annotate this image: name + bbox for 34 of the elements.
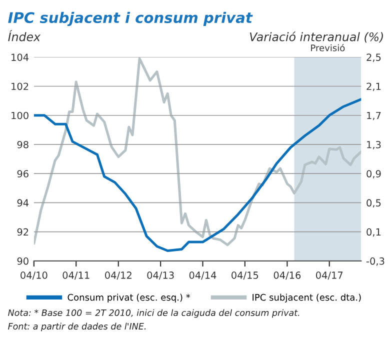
line-series [34,57,362,246]
band-label: Previsió [311,44,345,52]
y-tick-label: 92 [17,228,28,236]
y2-tick-label: 1,7 [367,112,381,120]
x-tick-label: 04/15 [232,272,258,280]
x-tick-label: 04/11 [62,272,90,280]
y2-tick-label: 1,3 [367,140,381,150]
x-tick-label: 04/14 [189,272,216,280]
x-tick-label: 04/12 [105,272,132,280]
y-tick-label: 90 [17,257,28,265]
y-tick-label: 98 [17,140,28,148]
y2-tick-label: 2,5 [366,54,381,62]
x-tick-label: 04/10 [20,272,48,280]
legend-label: IPC subjacent (esc. dta.) [252,294,361,302]
x-tick-label: 04/17 [316,272,343,280]
y2-tick-label: 0,1 [366,228,381,237]
line-series [34,98,362,252]
y-tick-label: 96 [17,170,28,178]
x-tick-label: 04/16 [274,272,301,280]
y-tick-label: 100 [12,112,28,120]
y-axis-title: Índex [8,30,41,42]
legend-label: Consum privat (esc. esq.) * [68,294,190,302]
y2-axis-title: Variació interanual (%) [250,32,383,43]
text: Nota: * Base 100 = 2T 2010, inici de la caiguda del consum privat. [8,309,300,318]
y-tick-label: 102 [12,82,28,90]
x-tick-label: 04/13 [147,272,174,280]
text: Font: a partir de dades de l'INE. [8,322,146,332]
y2-tick-label: -0,3 [366,257,384,266]
y2-tick-label: 0,5 [366,199,381,208]
chart-title: IPC subjacent i consum privat [8,12,253,26]
y-tick-label: 94 [17,199,29,207]
y2-tick-label: 0,9 [366,170,381,178]
y-tick-label: 104 [12,54,29,61]
y2-tick-label: 2,1 [366,82,381,92]
